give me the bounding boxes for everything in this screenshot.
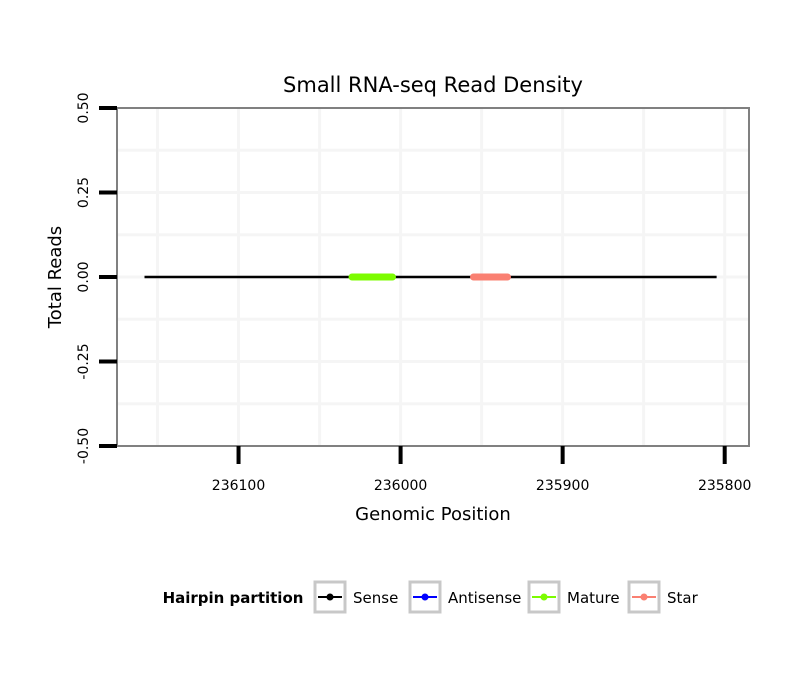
x-axis-label: Genomic Position bbox=[355, 504, 511, 525]
legend-key-box bbox=[527, 580, 561, 614]
y-axis: -0.50 -0.25 0.00 0.25 0.50 bbox=[76, 92, 117, 464]
y-tick-label: -0.50 bbox=[76, 428, 92, 464]
x-tick-label: 235800 bbox=[698, 478, 751, 494]
legend-key-dot bbox=[326, 593, 334, 601]
legend-key-dot bbox=[421, 593, 429, 601]
y-tick-label: 0.25 bbox=[76, 177, 92, 208]
legend-item-label: Star bbox=[667, 589, 699, 607]
legend-key-dot bbox=[640, 593, 648, 601]
legend-title: Hairpin partition bbox=[163, 589, 304, 607]
legend-item-label: Sense bbox=[353, 589, 398, 607]
y-axis-label: Total Reads bbox=[45, 226, 66, 329]
y-tick-label: -0.25 bbox=[76, 343, 92, 379]
x-axis: 236100 236000 235900 235800 bbox=[212, 446, 751, 494]
x-tick-label: 236100 bbox=[212, 478, 265, 494]
legend-item-label: Mature bbox=[567, 589, 620, 607]
legend-key-dot bbox=[540, 593, 548, 601]
x-tick-label: 236000 bbox=[374, 478, 427, 494]
legend-item-label: Antisense bbox=[448, 589, 521, 607]
legend: Hairpin partition Sense Antisense Mature St… bbox=[163, 580, 699, 614]
x-tick-label: 235900 bbox=[536, 478, 589, 494]
y-tick-label: 0.50 bbox=[76, 92, 92, 123]
y-tick-label: 0.00 bbox=[76, 261, 92, 292]
chart-title: Small RNA-seq Read Density bbox=[283, 73, 583, 97]
